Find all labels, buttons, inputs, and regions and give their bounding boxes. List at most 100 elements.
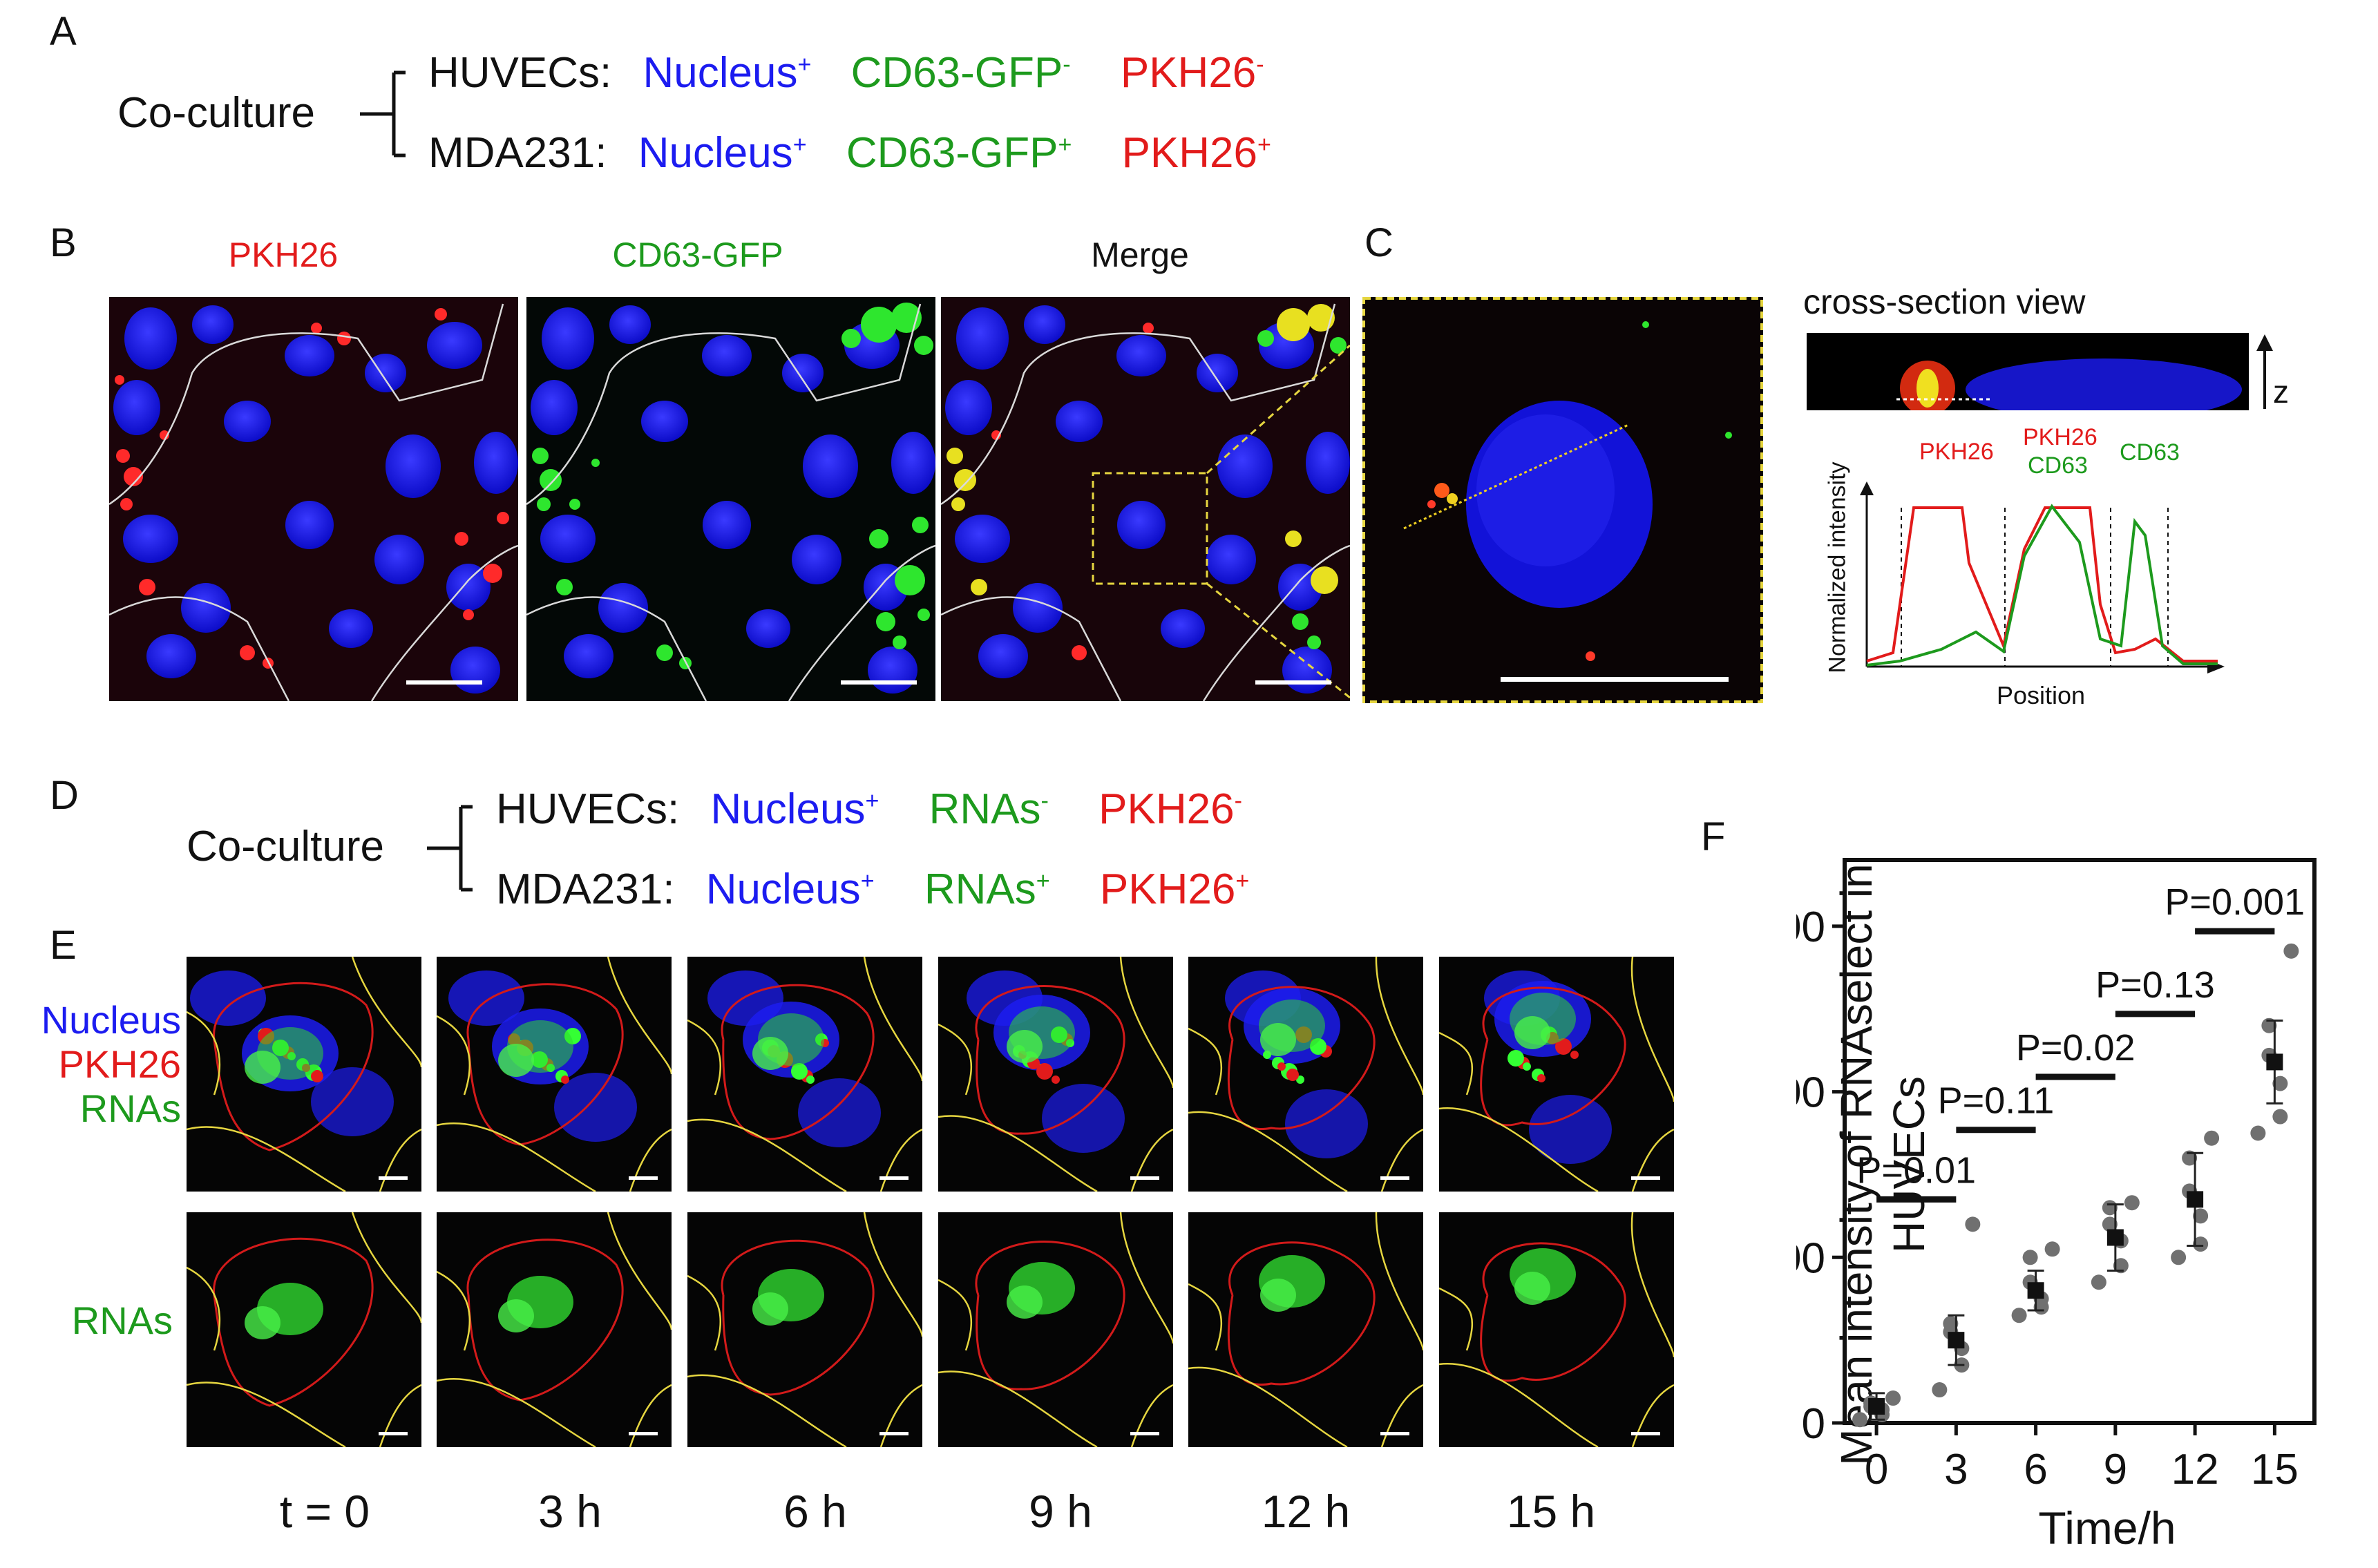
y-tick-label: 300 — [1796, 903, 1825, 951]
chart-xlabel: Time/h — [2038, 1502, 2176, 1553]
nucleus-label: Nucleus+ — [705, 866, 875, 913]
timelapse-tile-1-3 — [938, 1212, 1173, 1447]
x-tick-label: 12 — [2171, 1446, 2219, 1493]
panel-a-row-2: MDA231: Nucleus+ CD63-GFP+ PKH26+ — [428, 128, 1271, 178]
y-tick-label: 0 — [1802, 1400, 1825, 1448]
data-point — [2261, 1017, 2277, 1033]
data-point — [1943, 1316, 1959, 1332]
timepoint-label-3: 9 h — [1029, 1486, 1092, 1537]
p-value-label: P=0.001 — [2165, 881, 2305, 923]
profile-region-cd63-2: CD63 — [2120, 439, 2180, 466]
dye-label: PKH26+ — [1099, 866, 1250, 913]
timelapse-tile-0-1 — [437, 957, 672, 1192]
nucleus-label: Nucleus+ — [710, 785, 879, 833]
panel-c-label: C — [1364, 220, 1393, 265]
timepoint-label-4: 12 h — [1261, 1486, 1351, 1537]
data-point — [1932, 1382, 1948, 1398]
micrograph-pkh26 — [109, 297, 518, 701]
timepoint-label-1: 3 h — [538, 1486, 602, 1537]
cell-name: HUVECs: — [428, 49, 612, 97]
micrograph-zoom-image — [1362, 297, 1763, 703]
data-point — [2193, 1236, 2209, 1252]
data-point — [2250, 1125, 2266, 1141]
cross-section-view — [1807, 333, 2249, 410]
data-point — [2204, 1130, 2220, 1146]
timelapse-tile-1-0 — [187, 1212, 421, 1447]
row2-label-rnas: RNAs — [71, 1299, 173, 1342]
scale-bar — [406, 680, 482, 685]
x-tick-label: 15 — [2251, 1446, 2299, 1493]
mean-marker — [2266, 1053, 2283, 1071]
profile-region-cd63: CD63 — [2028, 452, 2088, 479]
y-tick-label: 100 — [1796, 1234, 1825, 1282]
timelapse-tile-0-5 — [1439, 957, 1674, 1192]
row1-labels: Nucleus PKH26 RNAs — [14, 998, 181, 1131]
y-tick-label: 200 — [1796, 1069, 1825, 1117]
data-point — [2022, 1250, 2038, 1265]
marker-label: CD63-GFP+ — [846, 129, 1072, 177]
data-point — [2272, 1109, 2288, 1125]
dye-label: PKH26- — [1120, 49, 1264, 97]
profile-ylabel: Normalized intensity — [1824, 461, 1851, 673]
x-tick-label: 3 — [1944, 1446, 1968, 1493]
p-value-label: P=0.01 — [1856, 1149, 1976, 1191]
data-point — [1885, 1390, 1901, 1406]
x-tick-label: 9 — [2104, 1446, 2127, 1493]
profile-xlabel: Position — [1997, 681, 2086, 709]
micrograph-pkh26-image — [109, 297, 518, 701]
timelapse-tile-1-1 — [437, 1212, 672, 1447]
x-tick-label: 0 — [1865, 1446, 1888, 1493]
panel-b-label: B — [50, 220, 77, 265]
micrograph-merge — [941, 297, 1350, 701]
panel-f-label: F — [1701, 814, 1726, 859]
timepoint-label-0: t = 0 — [279, 1486, 370, 1537]
mean-marker — [2106, 1229, 2124, 1246]
data-point — [1965, 1216, 1981, 1232]
row1-label-nucleus: Nucleus — [41, 998, 181, 1042]
mean-marker — [2027, 1282, 2044, 1299]
dye-label: PKH26+ — [1121, 129, 1271, 177]
data-point — [2044, 1241, 2060, 1257]
scatter-chart: 0 100 200 300 0 3 6 9 12 15 Time/h P=0.01 P=0.11 P=0.… — [1796, 858, 2317, 1553]
data-point — [2283, 943, 2299, 959]
micrograph-zoom — [1362, 297, 1763, 703]
panel-d-row-2: MDA231: Nucleus+ RNAs+ PKH26+ — [496, 865, 1249, 914]
timelapse-tile-1-4 — [1188, 1212, 1423, 1447]
timepoint-label-5: 15 h — [1506, 1486, 1596, 1537]
x-tick-label: 6 — [2024, 1446, 2047, 1493]
dye-label: PKH26- — [1098, 785, 1242, 833]
nucleus-label: Nucleus+ — [638, 129, 807, 177]
panel-a-row-1: HUVECs: Nucleus+ CD63-GFP- PKH26- — [428, 48, 1264, 97]
timelapse-tile-0-4 — [1188, 957, 1423, 1192]
marker-label: CD63-GFP- — [850, 49, 1071, 97]
cell-name: MDA231: — [428, 129, 607, 177]
data-point — [2011, 1308, 2027, 1323]
cell-name: MDA231: — [496, 866, 675, 913]
mean-marker — [1948, 1332, 1965, 1349]
intensity-profile-plot — [1860, 481, 2225, 673]
cross-section-title: cross-section view — [1803, 283, 2086, 321]
channel-title-merge: Merge — [1091, 236, 1189, 274]
scale-bar — [841, 680, 917, 685]
scale-bar — [1501, 677, 1729, 682]
timepoint-label-2: 6 h — [783, 1486, 847, 1537]
panel-a-coculture: Co-culture — [117, 89, 315, 137]
channel-title-pkh26: PKH26 — [228, 236, 339, 274]
micrograph-merge-image — [941, 297, 1350, 701]
timelapse-tile-1-5 — [1439, 1212, 1674, 1447]
panel-d-row-1: HUVECs: Nucleus+ RNAs- PKH26- — [496, 785, 1242, 834]
panel-a-bracket — [360, 70, 406, 157]
z-axis-arrow — [2256, 334, 2273, 409]
panel-d-label: D — [50, 773, 79, 818]
zoom-box — [1092, 472, 1208, 585]
mean-marker — [1868, 1398, 1885, 1415]
mean-marker — [2187, 1191, 2204, 1208]
panel-d-bracket — [427, 805, 473, 892]
cell-name: HUVECs: — [496, 785, 680, 833]
channel-title-cd63: CD63-GFP — [612, 236, 783, 274]
timelapse-tile-0-2 — [687, 957, 922, 1192]
profile-region-pkh26-2: PKH26 — [2023, 424, 2098, 450]
panel-a-label: A — [50, 9, 77, 54]
profile-region-pkh26: PKH26 — [1919, 439, 1994, 465]
timelapse-tile-0-0 — [187, 957, 421, 1192]
